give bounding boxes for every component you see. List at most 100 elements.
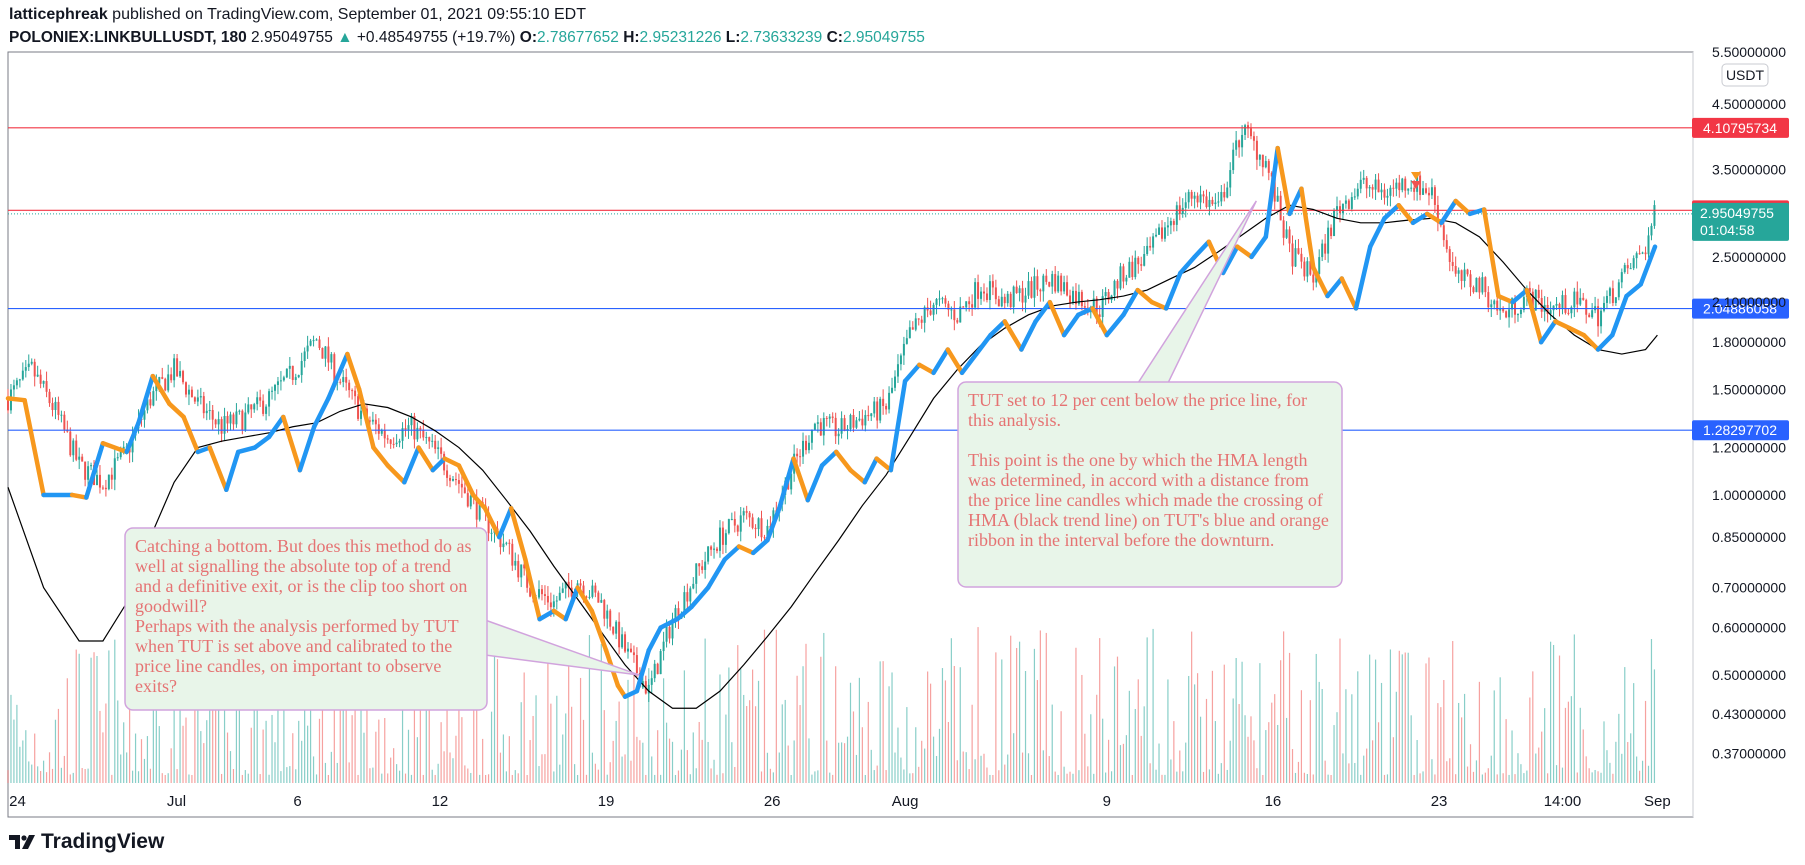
y-tick-label: 2.10000000 [1712, 294, 1786, 310]
candle-body [864, 414, 867, 426]
volume-bar [654, 774, 656, 783]
y-tick-label: 4.50000000 [1712, 96, 1786, 112]
ribbon-segment [345, 351, 362, 392]
candle-body [677, 608, 680, 619]
candle-body [1071, 290, 1074, 303]
candle-body [1442, 225, 1445, 241]
symbol-label[interactable]: POLONIEX:LINKBULLUSDT, 180 [9, 29, 247, 46]
volume-bar [1214, 721, 1216, 783]
volume-bar [935, 755, 938, 783]
volume-bar [1603, 721, 1605, 783]
candle-body [1371, 187, 1374, 190]
candle-body [395, 442, 398, 445]
volume-bar [34, 733, 36, 783]
candle-body [813, 423, 816, 430]
candle-body [540, 589, 543, 595]
volume-bar [1016, 647, 1018, 783]
candle-body [564, 581, 567, 589]
candle-body [95, 474, 98, 486]
candle-body [12, 385, 15, 390]
volume-bar [576, 774, 579, 783]
volume-bar [1030, 774, 1033, 783]
volume-bar [1452, 641, 1454, 783]
volume-bar [692, 732, 694, 783]
volume-bar [1205, 698, 1208, 783]
volume-bar [754, 706, 757, 783]
candle-body [1605, 295, 1608, 303]
ribbon-segment [416, 445, 436, 473]
candle-body [42, 381, 45, 384]
volume-bar [1232, 698, 1234, 783]
candle-body [1306, 261, 1309, 277]
volume-bar [1208, 769, 1211, 783]
volume-bar [333, 694, 335, 783]
candle-body [1309, 261, 1312, 275]
price-axis[interactable]: 4.107957342.990520682.048860581.28297702… [1692, 44, 1789, 761]
volume-bar [167, 773, 169, 783]
volume-bar [517, 773, 519, 783]
volume-bar [980, 755, 982, 783]
volume-bar [645, 774, 647, 783]
candle-body [799, 456, 802, 458]
candle-body [529, 587, 532, 597]
volume-bar [995, 652, 997, 783]
currency-badge[interactable]: USDT [1721, 63, 1769, 87]
candle-body [988, 281, 991, 300]
candle-body [241, 410, 244, 431]
volume-bar [1116, 656, 1119, 783]
volume-bar [40, 770, 42, 783]
candle-body [7, 398, 9, 411]
candle-body [87, 466, 90, 480]
candle-body [1356, 188, 1359, 197]
volume-bar [182, 725, 184, 783]
ribbon-segment [805, 463, 825, 503]
author-name[interactable]: latticephreak [9, 6, 108, 23]
candle-body [1184, 202, 1187, 208]
candle-body [1255, 140, 1258, 160]
last-price-tag [1692, 202, 1789, 241]
volume-bar [431, 769, 433, 783]
candle-body [549, 602, 552, 608]
candle-body [276, 381, 279, 385]
time-axis[interactable]: 24 Jul 6 12 19 26 Aug 9 16 23 14:00 Sep [9, 793, 1671, 810]
ribbon-segment [1220, 244, 1240, 276]
candle-body [505, 542, 508, 544]
candle-body [1030, 281, 1033, 298]
candle-body [1113, 280, 1116, 296]
candle-body [819, 422, 822, 436]
candle-body [297, 375, 300, 378]
candle-body [632, 652, 635, 656]
volume-bar [1585, 756, 1587, 783]
ribbon-segment [959, 351, 979, 376]
volume-bar [1636, 756, 1638, 783]
ribbon-segment [1135, 287, 1155, 305]
volume-bar [1194, 684, 1196, 783]
ribbon-segment [902, 362, 922, 384]
tradingview-brand[interactable]: TradingView [9, 830, 164, 854]
volume-bar [760, 771, 763, 783]
volume-bar [1357, 671, 1359, 783]
volume-bar [1544, 708, 1546, 783]
candle-body [1466, 269, 1469, 275]
candle-body [449, 477, 452, 481]
volume-bar [1235, 658, 1237, 783]
volume-bar [72, 772, 74, 783]
candle-body [404, 428, 407, 430]
volume-bar [1502, 773, 1504, 783]
ribbon-segment [1396, 202, 1416, 226]
volume-bar [1309, 700, 1311, 783]
volume-bar [351, 715, 353, 783]
candle-body [1344, 200, 1347, 204]
candle-body [896, 364, 899, 377]
volume-bar [63, 755, 65, 783]
candle-body [1045, 275, 1048, 282]
volume-bar [31, 764, 33, 783]
volume-bar [1446, 761, 1448, 783]
volume-bar [1152, 628, 1154, 783]
volume-bar [1627, 742, 1629, 783]
candle-body [1015, 286, 1018, 294]
candle-body [176, 358, 179, 377]
candle-body [446, 470, 449, 478]
candle-body [1104, 292, 1107, 297]
